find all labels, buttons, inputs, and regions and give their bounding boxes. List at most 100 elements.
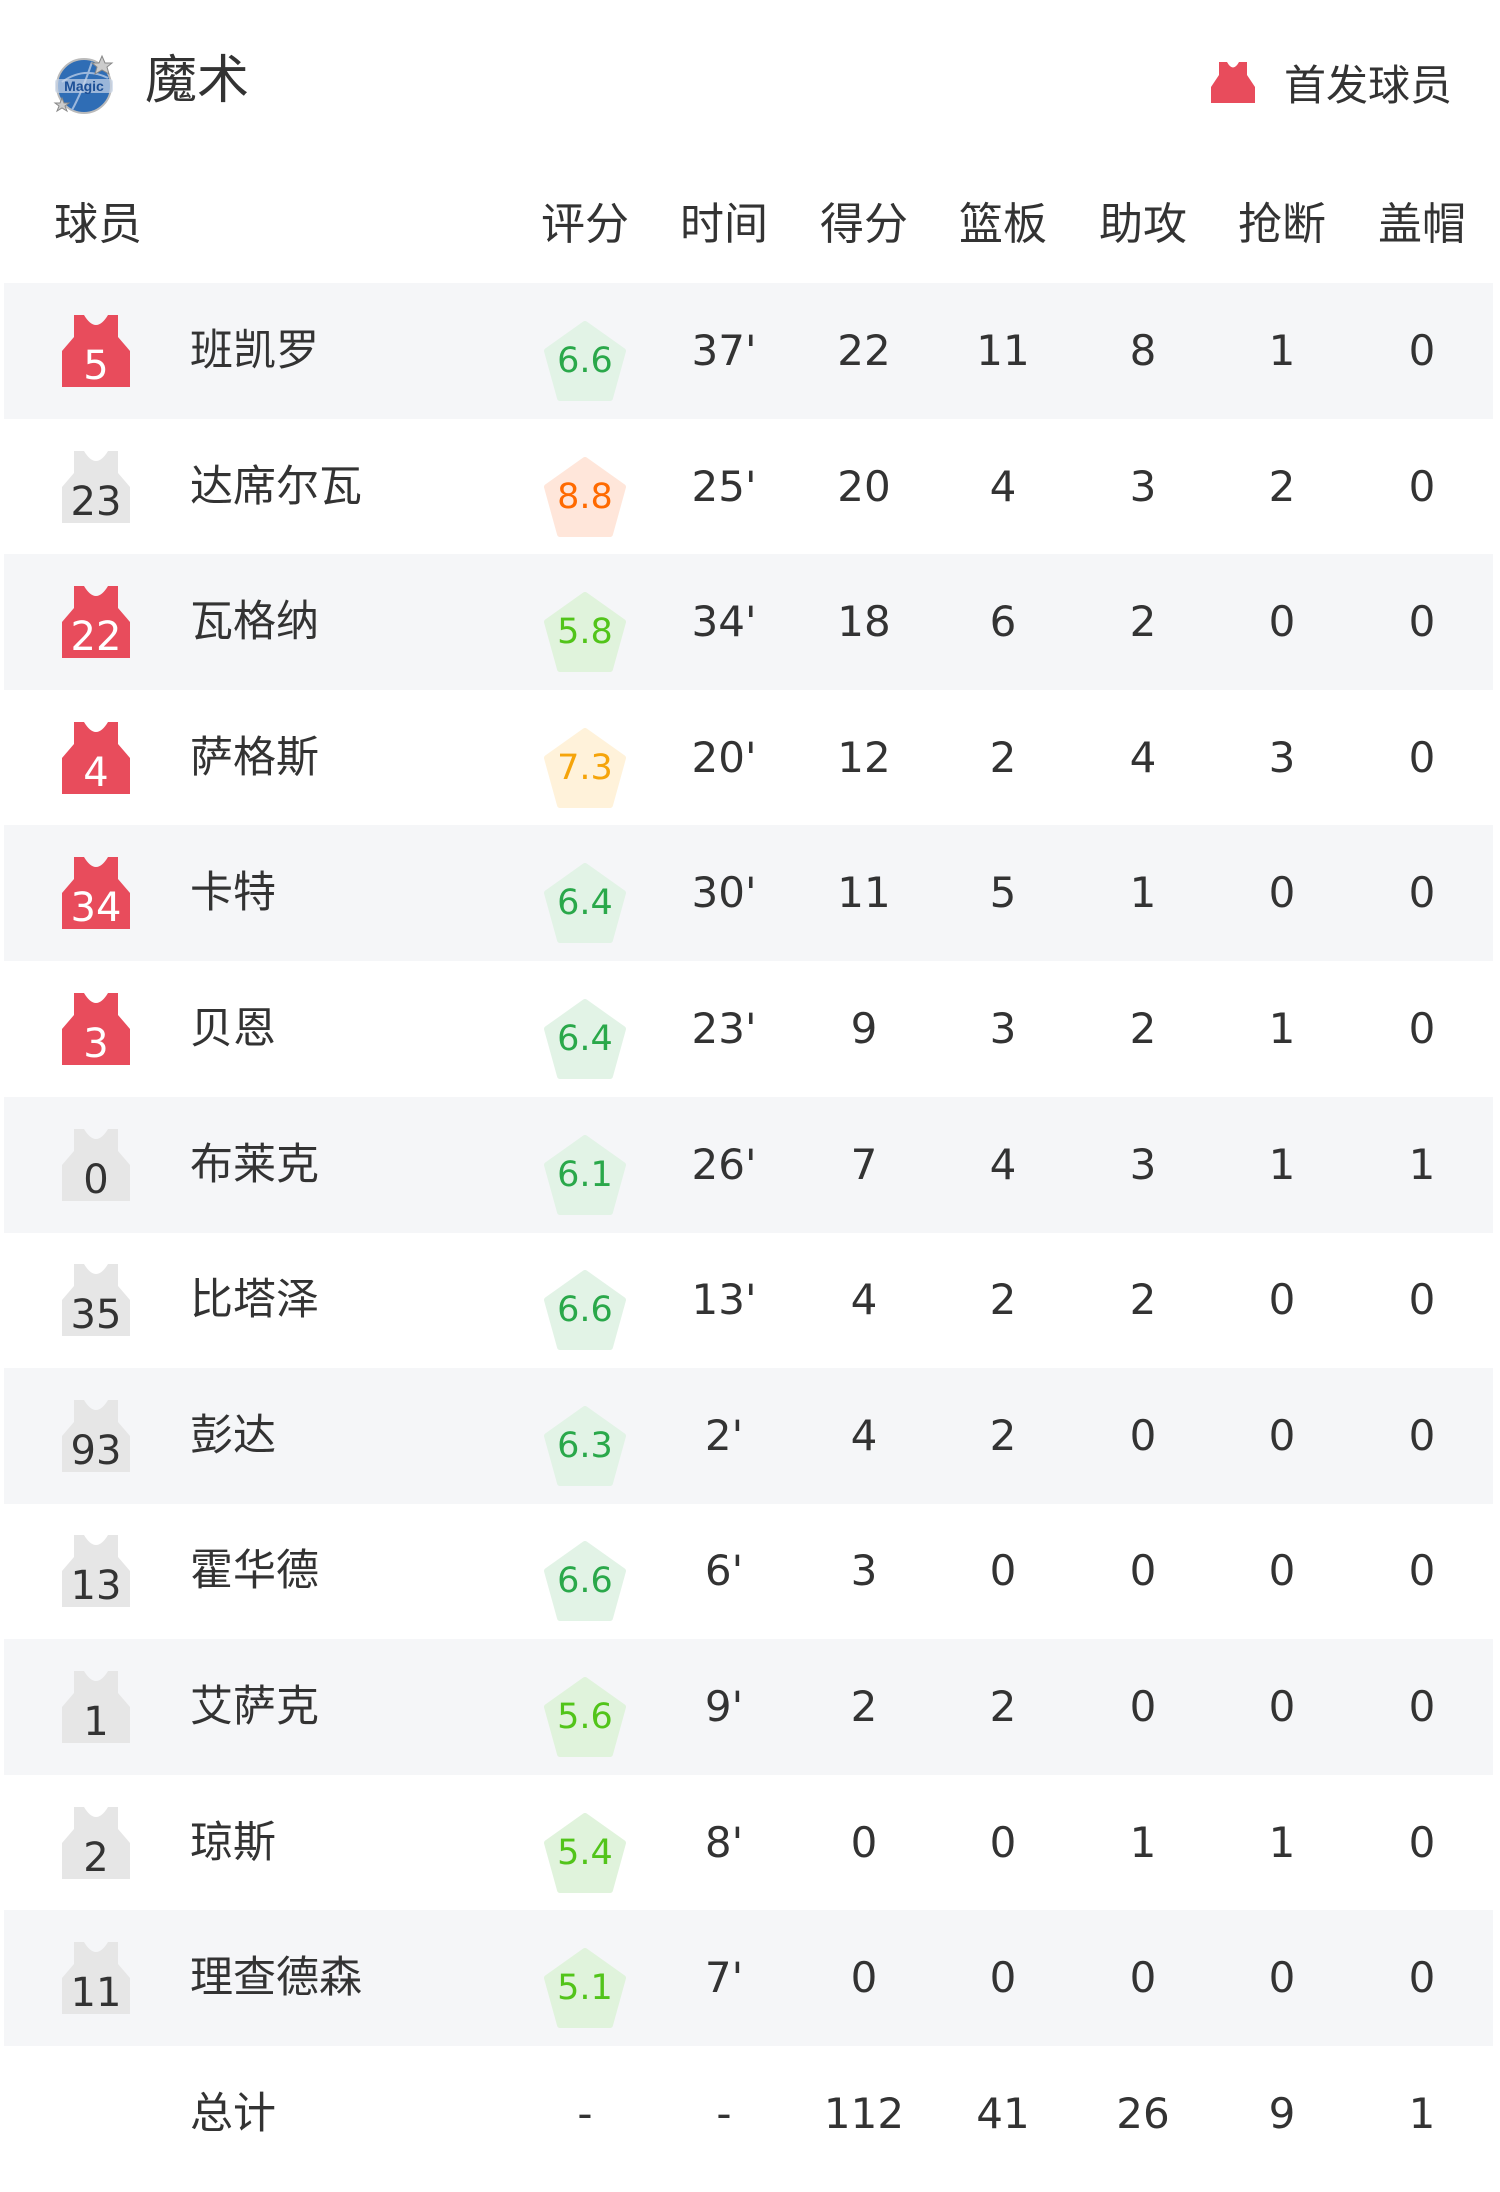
rating-badge: 8.8 [544,456,626,537]
player-row[interactable]: 22 瓦格纳 5.8 34' 18 6 2 0 0 [4,554,1493,691]
rebounds-value: 4 [989,1139,1017,1189]
player-row[interactable]: 1 艾萨克 5.6 9' 2 2 0 0 0 [4,1639,1493,1775]
assists-value: 1 [1129,868,1157,918]
rebounds-value: 0 [989,1817,1017,1867]
column-header-blocks[interactable]: 盖帽 [1378,199,1466,250]
jersey-number: 0 [83,1156,109,1203]
player-name[interactable]: 贝恩 [190,1004,276,1054]
minutes-value: 37' [691,326,757,375]
rating-value: 5.4 [557,1832,613,1873]
minutes-value: 26' [691,1139,757,1189]
points-value: 22 [837,326,891,375]
assists-value: 2 [1129,1275,1157,1325]
total-points: 112 [823,2088,905,2138]
points-value: 4 [850,1275,878,1325]
minutes-value: 20' [691,732,757,782]
jersey-number: 13 [70,1563,122,1610]
blocks-value: 0 [1408,1275,1436,1325]
rating-value: 8.8 [557,476,613,517]
player-name[interactable]: 瓦格纳 [190,597,319,648]
blocks-value: 1 [1408,1139,1436,1189]
assists-value: 1 [1129,1817,1157,1867]
player-name[interactable]: 班凯罗 [190,326,319,376]
starter-jersey-icon: 4 [60,720,132,796]
player-row[interactable]: 4 萨格斯 7.3 20' 12 2 4 3 0 [4,690,1493,826]
jersey-number: 4 [83,749,109,796]
player-name[interactable]: 卡特 [190,868,276,919]
player-row[interactable]: 0 布莱克 6.1 26' 7 4 3 1 1 [4,1096,1493,1233]
column-header-assists[interactable]: 助攻 [1099,199,1187,250]
player-name[interactable]: 萨格斯 [190,732,319,783]
column-header-points[interactable]: 得分 [820,199,908,250]
blocks-value: 0 [1408,868,1436,918]
totals-label: 总计 [190,2088,276,2139]
rating-value: 6.3 [557,1425,613,1466]
rating-value: 5.6 [557,1697,613,1737]
minutes-value: 23' [691,1004,757,1053]
rating-value: 6.6 [557,341,613,381]
points-value: 9 [850,1004,878,1053]
column-header-rebounds[interactable]: 篮板 [959,199,1047,250]
column-header-player: 球员 [54,199,142,250]
bench-jersey-icon: 93 [60,1398,132,1474]
column-header-time[interactable]: 时间 [680,199,768,250]
assists-value: 2 [1129,1004,1157,1053]
player-row[interactable]: 11 理查德森 5.1 7' 0 0 0 0 0 [4,1910,1493,2047]
total-rebounds: 41 [976,2088,1030,2138]
jersey-number: 23 [70,478,122,525]
player-name[interactable]: 彭达 [190,1410,276,1461]
player-name[interactable]: 艾萨克 [190,1682,319,1732]
total-minutes: - [716,2088,732,2138]
rating-badge: 6.1 [544,1134,626,1215]
player-row[interactable]: 3 贝恩 6.4 23' 9 3 2 1 0 [4,961,1493,1097]
column-header-row: 球员 评分 时间 得分 篮板 助攻 抢断 盖帽 [0,190,1500,260]
starter-jersey-icon: 22 [60,584,132,660]
bench-jersey-icon: 11 [60,1940,132,2016]
column-header-steals[interactable]: 抢断 [1238,199,1326,250]
rebounds-value: 6 [989,597,1017,647]
player-row[interactable]: 93 彭达 6.3 2' 4 2 0 0 0 [4,1367,1493,1504]
assists-value: 0 [1129,1953,1157,2003]
points-value: 2 [850,1682,878,1731]
steals-value: 1 [1268,326,1296,375]
player-row[interactable]: 35 比塔泽 6.6 13' 4 2 2 0 0 [4,1232,1493,1368]
jersey-number: 22 [70,614,122,661]
column-header-rating[interactable]: 评分 [541,199,629,250]
player-row[interactable]: 23 达席尔瓦 8.8 25' 20 4 3 2 0 [4,419,1493,555]
starter-jersey-icon: 3 [60,991,132,1067]
player-name[interactable]: 比塔泽 [190,1275,319,1326]
jersey-number: 5 [83,343,109,389]
starter-jersey-icon: 5 [60,313,132,389]
rating-value: 6.6 [557,1561,613,1602]
total-assists: 26 [1116,2088,1170,2138]
rating-badge: 6.6 [544,1270,626,1351]
player-name[interactable]: 布莱克 [190,1139,319,1190]
steals-value: 3 [1268,732,1296,782]
total-steals: 9 [1268,2088,1296,2138]
points-value: 11 [837,868,891,918]
blocks-value: 0 [1408,1004,1436,1053]
rating-value: 6.4 [557,1019,613,1059]
player-name[interactable]: 达席尔瓦 [190,461,362,512]
bench-jersey-icon: 35 [60,1262,132,1338]
bench-jersey-icon: 1 [60,1669,132,1745]
rating-badge: 5.6 [544,1677,626,1757]
player-row[interactable]: 13 霍华德 6.6 6' 3 0 0 0 0 [4,1503,1493,1639]
player-row[interactable]: 2 琼斯 5.4 8' 0 0 1 1 0 [4,1775,1493,1911]
player-name[interactable]: 霍华德 [190,1546,319,1597]
blocks-value: 0 [1408,326,1436,375]
rebounds-value: 2 [989,1275,1017,1325]
points-value: 20 [837,461,891,511]
player-row[interactable]: 34 卡特 6.4 30' 11 5 1 0 0 [4,825,1493,962]
player-name[interactable]: 琼斯 [190,1817,276,1868]
rebounds-value: 0 [989,1953,1017,2003]
points-value: 7 [850,1139,878,1189]
jersey-number: 11 [70,1970,122,2017]
jersey-number: 93 [70,1427,122,1474]
player-name[interactable]: 理查德森 [190,1953,362,2004]
player-row[interactable]: 5 班凯罗 6.6 37' 22 11 8 1 0 [4,283,1493,419]
assists-value: 2 [1129,597,1157,647]
rebounds-value: 5 [989,868,1017,918]
assists-value: 3 [1129,1139,1157,1189]
minutes-value: 13' [691,1275,757,1325]
